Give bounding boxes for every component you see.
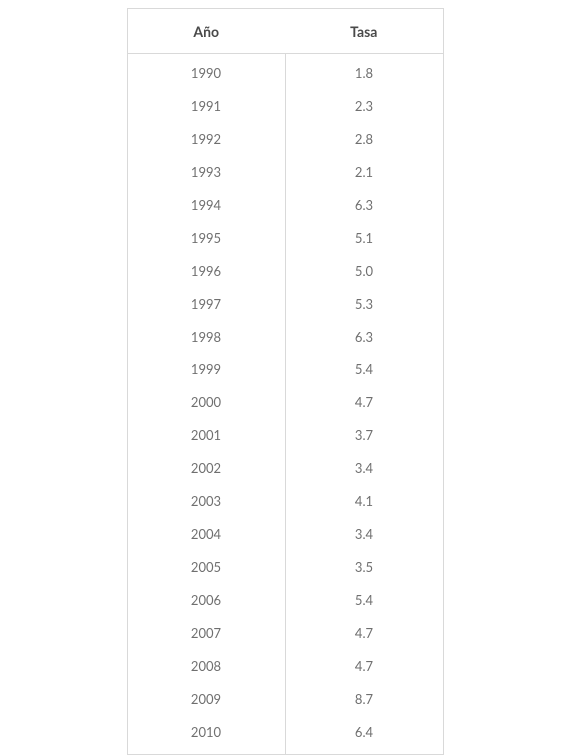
cell-year: 2003: [127, 485, 285, 518]
table-row: 20013.7: [127, 419, 443, 452]
cell-rate: 5.1: [285, 222, 443, 255]
table-row: 19932.1: [127, 156, 443, 189]
cell-year: 1991: [127, 90, 285, 123]
cell-rate: 5.4: [285, 353, 443, 386]
cell-year: 2005: [127, 551, 285, 584]
cell-year: 1999: [127, 353, 285, 386]
cell-rate: 2.3: [285, 90, 443, 123]
table-header-row: Año Tasa: [127, 9, 443, 54]
cell-rate: 3.5: [285, 551, 443, 584]
cell-rate: 6.3: [285, 321, 443, 354]
cell-year: 2007: [127, 617, 285, 650]
cell-year: 1996: [127, 255, 285, 288]
cell-rate: 8.7: [285, 683, 443, 716]
cell-rate: 4.7: [285, 650, 443, 683]
table-body: 19901.819912.319922.819932.119946.319955…: [127, 54, 443, 755]
table-row: 19965.0: [127, 255, 443, 288]
cell-rate: 6.4: [285, 716, 443, 754]
table-row: 20106.4: [127, 716, 443, 754]
table-row: 20053.5: [127, 551, 443, 584]
cell-year: 1994: [127, 189, 285, 222]
cell-year: 2009: [127, 683, 285, 716]
table-row: 20098.7: [127, 683, 443, 716]
table-row: 20034.1: [127, 485, 443, 518]
data-table: Año Tasa 19901.819912.319922.819932.1199…: [127, 8, 444, 755]
table-row: 19986.3: [127, 321, 443, 354]
cell-year: 2000: [127, 386, 285, 419]
cell-rate: 3.7: [285, 419, 443, 452]
table-row: 20065.4: [127, 584, 443, 617]
col-header-rate: Tasa: [285, 9, 443, 54]
cell-rate: 4.7: [285, 386, 443, 419]
table-row: 20004.7: [127, 386, 443, 419]
table-row: 20043.4: [127, 518, 443, 551]
table-row: 20023.4: [127, 452, 443, 485]
table-row: 20084.7: [127, 650, 443, 683]
cell-year: 1997: [127, 288, 285, 321]
cell-rate: 6.3: [285, 189, 443, 222]
cell-year: 1990: [127, 54, 285, 90]
cell-rate: 4.7: [285, 617, 443, 650]
cell-year: 1998: [127, 321, 285, 354]
cell-year: 2004: [127, 518, 285, 551]
cell-year: 1993: [127, 156, 285, 189]
cell-year: 1995: [127, 222, 285, 255]
table-row: 19946.3: [127, 189, 443, 222]
page-container: Año Tasa 19901.819912.319922.819932.1199…: [0, 0, 570, 734]
cell-rate: 1.8: [285, 54, 443, 90]
cell-year: 1992: [127, 123, 285, 156]
cell-rate: 2.8: [285, 123, 443, 156]
cell-rate: 4.1: [285, 485, 443, 518]
table-row: 19955.1: [127, 222, 443, 255]
table-row: 19922.8: [127, 123, 443, 156]
cell-year: 2008: [127, 650, 285, 683]
cell-rate: 2.1: [285, 156, 443, 189]
cell-rate: 3.4: [285, 452, 443, 485]
cell-rate: 3.4: [285, 518, 443, 551]
col-header-year: Año: [127, 9, 285, 54]
cell-year: 2006: [127, 584, 285, 617]
cell-year: 2001: [127, 419, 285, 452]
table-row: 19975.3: [127, 288, 443, 321]
cell-rate: 5.3: [285, 288, 443, 321]
table-row: 19995.4: [127, 353, 443, 386]
table-row: 19901.8: [127, 54, 443, 90]
cell-rate: 5.0: [285, 255, 443, 288]
cell-rate: 5.4: [285, 584, 443, 617]
table-row: 19912.3: [127, 90, 443, 123]
cell-year: 2002: [127, 452, 285, 485]
table-row: 20074.7: [127, 617, 443, 650]
cell-year: 2010: [127, 716, 285, 754]
